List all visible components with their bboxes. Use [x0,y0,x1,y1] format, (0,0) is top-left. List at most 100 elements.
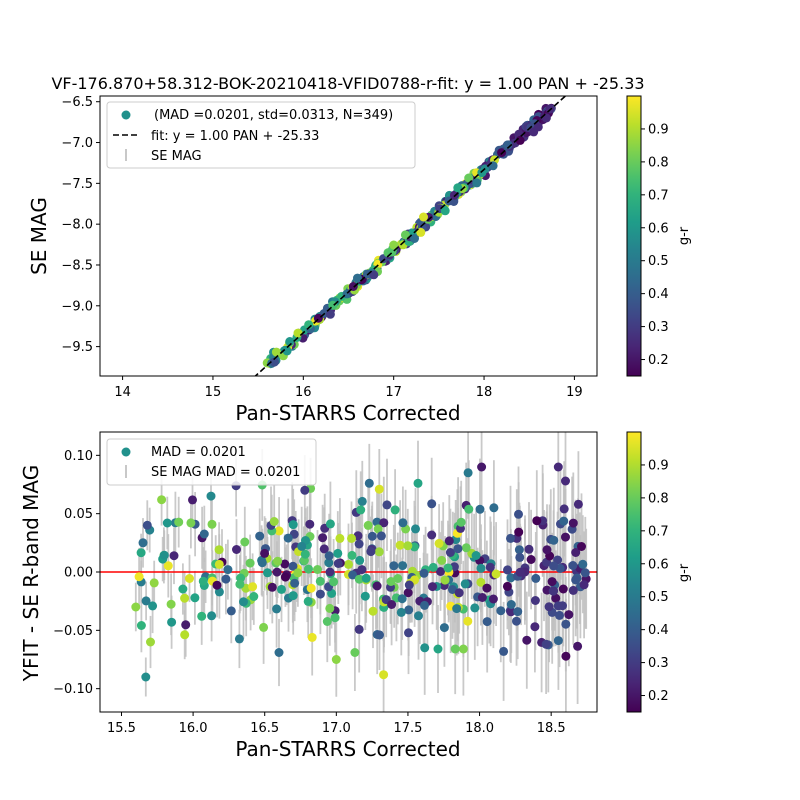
residual-point [564,610,574,620]
residual-point [532,516,542,526]
residual-point [181,620,191,630]
data-point [353,273,362,283]
residual-point [293,568,303,578]
residual-point [428,562,438,572]
residual-point [477,593,487,602]
legend-entry-fit: fit: y = 1.00 PAN + -25.33 [151,129,319,144]
residual-point [553,462,563,472]
residual-point [357,565,367,575]
residual-point [530,596,540,605]
residual-point [475,504,485,514]
residual-point [549,535,559,545]
legend-marker-dot [121,110,131,120]
residual-point [404,580,414,590]
bottom-residual-plot: 15.5 16.0 16.5 17.0 17.5 18.0 18.5 0.10 0.05 0.0… [19,431,692,761]
residual-point [304,564,313,574]
residual-point [313,565,322,574]
residual-point [411,524,420,534]
residual-point [390,505,400,515]
residual-point [207,519,217,529]
residual-point [491,569,501,579]
x-tick-label: 16.5 [250,721,279,736]
residual-point [460,579,470,589]
x-tick-label: 18.5 [537,721,566,736]
residual-point [443,563,453,573]
legend-entry-se-mag: SE MAG [151,149,202,164]
residual-point [445,548,455,557]
residual-point [471,551,481,560]
residual-point [393,574,403,583]
residual-point [207,611,217,621]
residual-point [148,601,158,611]
colorbar-tick-label: 0.4 [648,287,669,302]
residual-point [307,632,317,642]
top-colorbar: 0.2 0.3 0.4 0.5 0.6 0.7 0.8 0.9 [626,95,669,377]
residual-point [542,545,552,555]
top-y-axis: −6.5 −7.0 −7.5 −8.0 −8.5 −9.0 −9.5 [61,95,100,355]
top-y-axis-label: SE MAG [27,197,51,275]
residual-point [350,648,360,657]
residual-point [290,578,300,588]
x-tick-label: 19 [566,385,583,400]
residual-point [555,610,564,620]
residual-point [373,524,383,534]
residual-point [169,551,179,561]
fit-line [254,96,567,376]
residual-point [573,499,583,509]
y-tick-label: −0.10 [53,682,93,697]
residual-point [512,616,521,626]
residual-point [344,559,353,569]
x-tick-label: 18 [476,385,493,400]
residual-point [319,544,329,554]
residual-point [571,548,581,557]
residual-point [437,555,447,565]
top-scatter-plot: 14 15 16 17 18 19 −6.5 −7.0 −7.5 −8.0 −8.5 −9.0 −9.… [27,95,692,425]
data-point [440,206,450,216]
data-point [325,309,335,319]
residual-point [506,533,515,543]
residual-point [559,516,569,526]
colorbar-gradient [626,431,642,713]
residual-point [503,565,512,575]
residual-point [325,603,335,613]
x-tick-label: 17.0 [322,721,351,736]
residual-point [331,655,341,664]
residual-point [174,517,184,527]
residual-point [456,517,466,527]
residual-point [514,545,524,555]
residual-point [322,617,332,626]
residual-point [167,617,177,627]
y-tick-label: −7.0 [61,136,93,151]
residual-point [333,548,343,558]
residual-point [374,547,384,557]
residual-point [324,551,334,561]
residual-point [450,644,460,654]
residual-point [354,539,364,549]
residual-point [274,648,284,657]
data-point [400,230,410,240]
residual-point [382,500,392,510]
data-point [472,178,482,188]
top-x-axis-label: Pan-STARRS Corrected [235,401,460,425]
residual-point [530,622,540,632]
residual-point [489,503,499,513]
residual-point [234,634,244,644]
top-chart-title: VF-176.870+58.312-BOK-20210418-VFID0788-… [51,74,644,93]
x-tick-label: 15.5 [107,721,136,736]
residual-point [255,531,265,541]
residual-point [561,619,571,629]
data-point [285,337,295,346]
residual-point [524,544,534,554]
residual-point [267,582,277,592]
residual-point [361,573,371,583]
residual-point [273,556,283,566]
y-tick-label: −9.5 [61,340,93,355]
residual-point [300,549,310,559]
data-point [416,227,426,237]
colorbar-tick-label: 0.2 [648,353,669,368]
legend-marker-dot [121,447,131,457]
residual-point [470,603,480,613]
residual-point [389,561,399,571]
residual-point [280,572,290,582]
residual-point [488,594,498,604]
